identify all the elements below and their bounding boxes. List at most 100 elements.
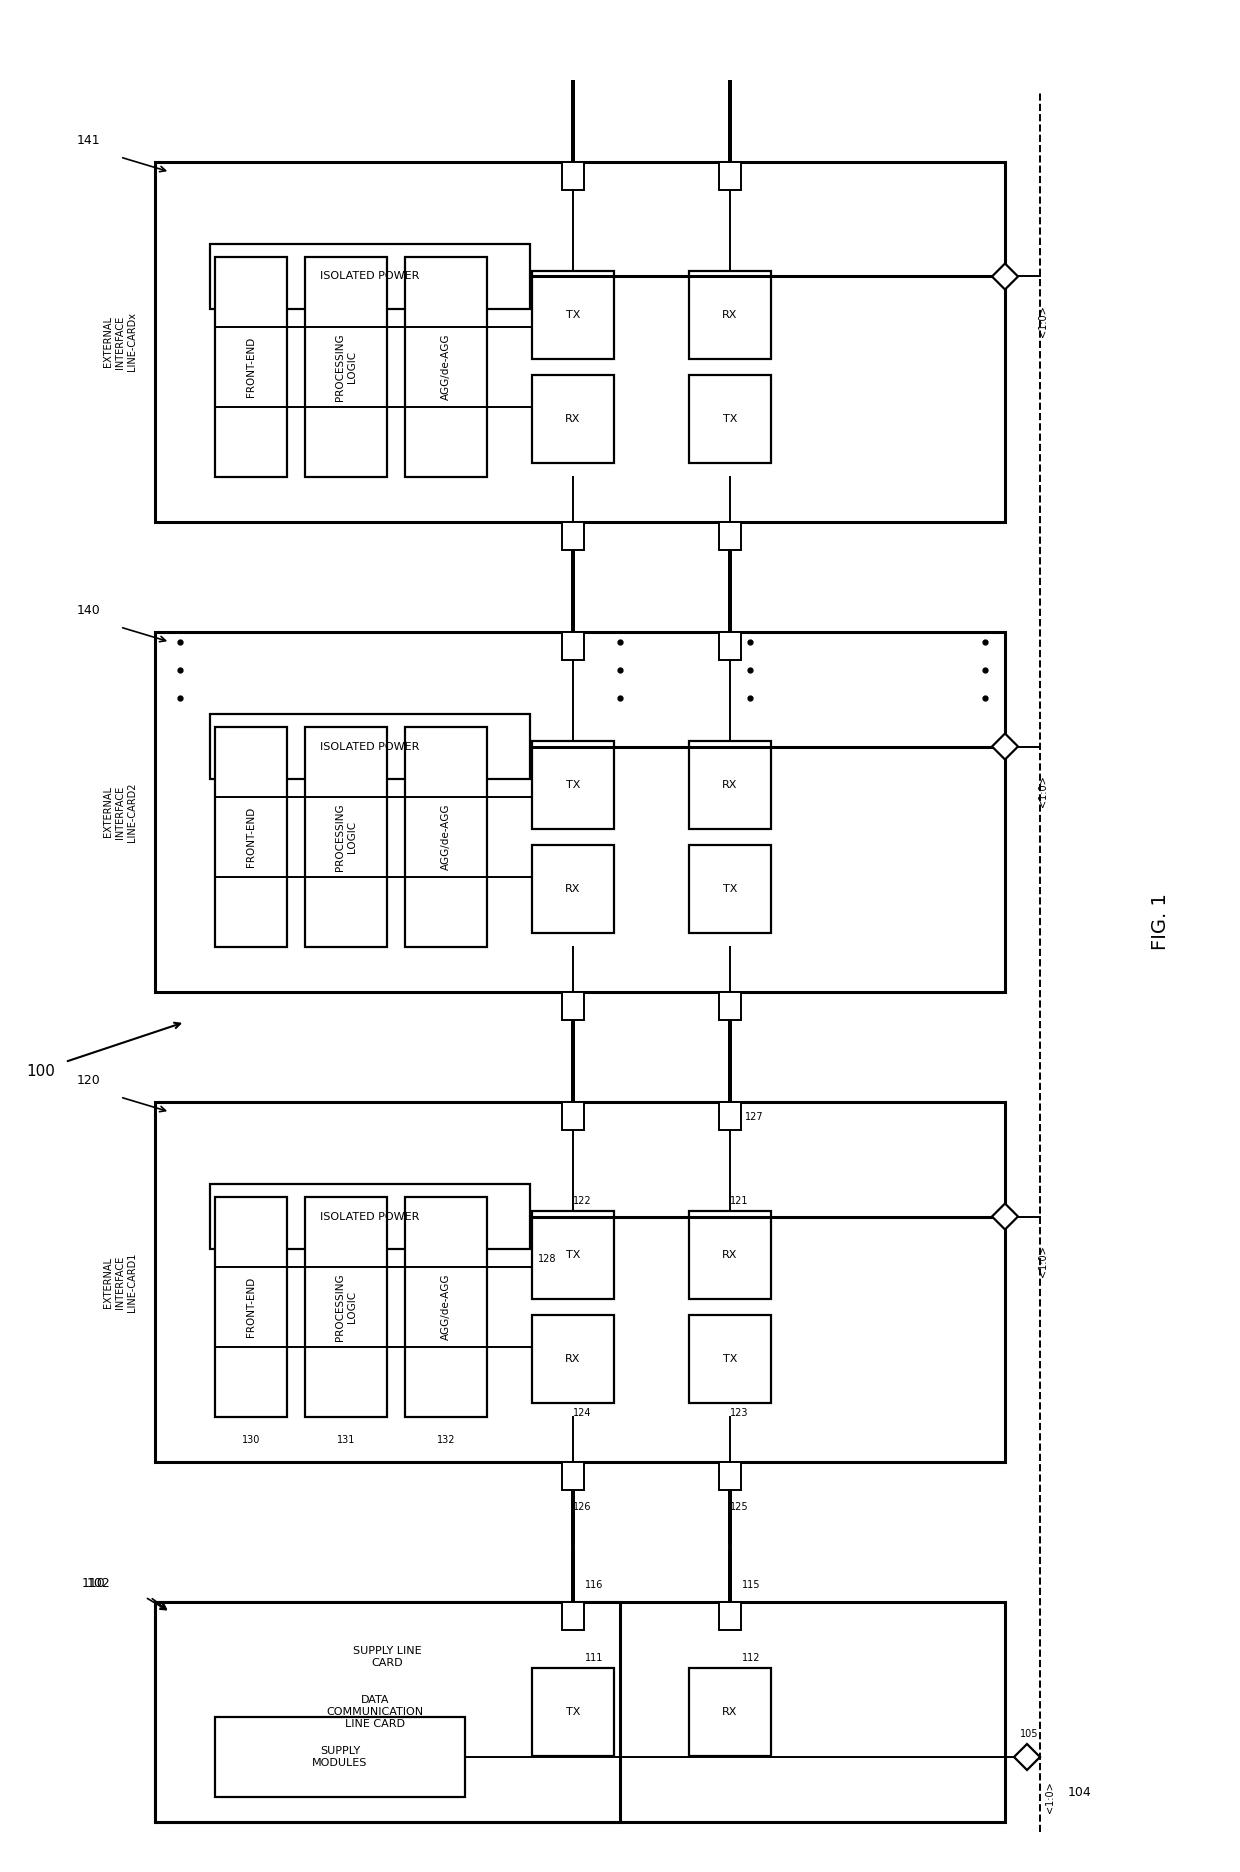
Text: FRONT-END: FRONT-END [246, 807, 255, 867]
Text: 124: 124 [573, 1408, 591, 1417]
Text: 104: 104 [1068, 1786, 1091, 1799]
Bar [689, 1211, 771, 1299]
Bar [155, 1602, 620, 1821]
Bar [562, 1103, 584, 1131]
Bar [719, 522, 742, 550]
Text: <1:0>: <1:0> [1038, 775, 1048, 807]
Polygon shape [992, 264, 1018, 290]
Text: <1:0>: <1:0> [1045, 1780, 1055, 1812]
Text: PROCESSING
LOGIC: PROCESSING LOGIC [335, 803, 357, 870]
Bar [532, 741, 614, 829]
Text: TX: TX [565, 1707, 580, 1717]
Text: RX: RX [565, 414, 580, 423]
Bar [562, 163, 584, 189]
Bar [215, 1196, 286, 1417]
Bar [532, 844, 614, 932]
Text: <1:0>: <1:0> [1038, 305, 1048, 337]
Bar [210, 1183, 529, 1249]
Text: AGG/de-AGG: AGG/de-AGG [441, 333, 451, 401]
Bar [719, 1602, 742, 1631]
Text: SUPPLY
MODULES: SUPPLY MODULES [312, 1747, 368, 1767]
Polygon shape [992, 1204, 1018, 1230]
Text: <1:0>: <1:0> [1038, 1245, 1048, 1277]
Text: RX: RX [565, 884, 580, 895]
Text: 110: 110 [82, 1576, 105, 1589]
Bar [215, 256, 286, 477]
Text: TX: TX [723, 884, 738, 895]
Text: FIG. 1: FIG. 1 [1151, 893, 1169, 951]
Bar [215, 726, 286, 947]
Text: 116: 116 [585, 1580, 604, 1589]
Bar [215, 1717, 465, 1797]
Text: AGG/de-AGG: AGG/de-AGG [441, 803, 451, 870]
Bar [532, 271, 614, 359]
Text: DATA
COMMUNICATION
LINE CARD: DATA COMMUNICATION LINE CARD [326, 1696, 424, 1728]
Text: SUPPLY LINE
CARD: SUPPLY LINE CARD [353, 1645, 422, 1668]
Text: RX: RX [723, 781, 738, 790]
Text: 132: 132 [436, 1436, 455, 1445]
Bar [405, 1196, 487, 1417]
Text: 120: 120 [76, 1075, 100, 1088]
Bar [719, 633, 742, 661]
Polygon shape [992, 734, 1018, 760]
Bar [562, 992, 584, 1020]
Bar [532, 1211, 614, 1299]
Text: 130: 130 [242, 1436, 260, 1445]
Text: 121: 121 [730, 1196, 749, 1206]
Bar [210, 713, 529, 779]
Text: AGG/de-AGG: AGG/de-AGG [441, 1273, 451, 1340]
Text: 105: 105 [1019, 1730, 1038, 1739]
Text: RX: RX [723, 1707, 738, 1717]
Bar [689, 1314, 771, 1402]
Bar [562, 633, 584, 661]
Bar [689, 741, 771, 829]
Text: 128: 128 [538, 1254, 557, 1264]
Text: TX: TX [565, 781, 580, 790]
Bar [719, 992, 742, 1020]
Bar [155, 163, 1004, 522]
Bar [210, 243, 529, 309]
Text: 127: 127 [745, 1112, 764, 1121]
Text: PROCESSING
LOGIC: PROCESSING LOGIC [335, 1273, 357, 1340]
Text: 125: 125 [730, 1501, 749, 1513]
Text: PROCESSING
LOGIC: PROCESSING LOGIC [335, 333, 357, 401]
Text: 131: 131 [337, 1436, 355, 1445]
Bar [562, 1602, 584, 1631]
Text: RX: RX [723, 1250, 738, 1260]
Bar [689, 271, 771, 359]
Bar [305, 1196, 387, 1417]
Bar [719, 1462, 742, 1490]
Text: RX: RX [565, 1353, 580, 1365]
Bar [719, 1103, 742, 1131]
Text: 111: 111 [585, 1653, 604, 1662]
Text: 122: 122 [573, 1196, 591, 1206]
Bar [155, 1103, 1004, 1462]
Bar [305, 726, 387, 947]
Text: 140: 140 [76, 605, 100, 618]
Text: FRONT-END: FRONT-END [246, 1277, 255, 1337]
Bar [562, 1462, 584, 1490]
Text: 141: 141 [77, 135, 100, 148]
Bar [405, 726, 487, 947]
Text: ISOLATED POWER: ISOLATED POWER [320, 741, 419, 751]
Bar [532, 1668, 614, 1756]
Text: 126: 126 [573, 1501, 591, 1513]
Text: 100: 100 [26, 1065, 55, 1080]
Text: FRONT-END: FRONT-END [246, 337, 255, 397]
Text: TX: TX [565, 1250, 580, 1260]
Text: RX: RX [723, 311, 738, 320]
Text: TX: TX [723, 414, 738, 423]
Text: EXTERNAL
INTERFACE
LINE-CARD2: EXTERNAL INTERFACE LINE-CARD2 [103, 782, 136, 842]
Text: 112: 112 [742, 1653, 760, 1662]
Bar [532, 374, 614, 462]
Bar [155, 1602, 1004, 1821]
Text: TX: TX [723, 1353, 738, 1365]
Text: EXTERNAL
INTERFACE
LINE-CARDx: EXTERNAL INTERFACE LINE-CARDx [103, 313, 136, 371]
Text: 102: 102 [87, 1576, 110, 1589]
Bar [689, 1668, 771, 1756]
Polygon shape [1014, 1745, 1040, 1771]
Bar [405, 256, 487, 477]
Bar [689, 374, 771, 462]
Text: EXTERNAL
INTERFACE
LINE-CARD1: EXTERNAL INTERFACE LINE-CARD1 [103, 1252, 136, 1312]
Text: 123: 123 [730, 1408, 749, 1417]
